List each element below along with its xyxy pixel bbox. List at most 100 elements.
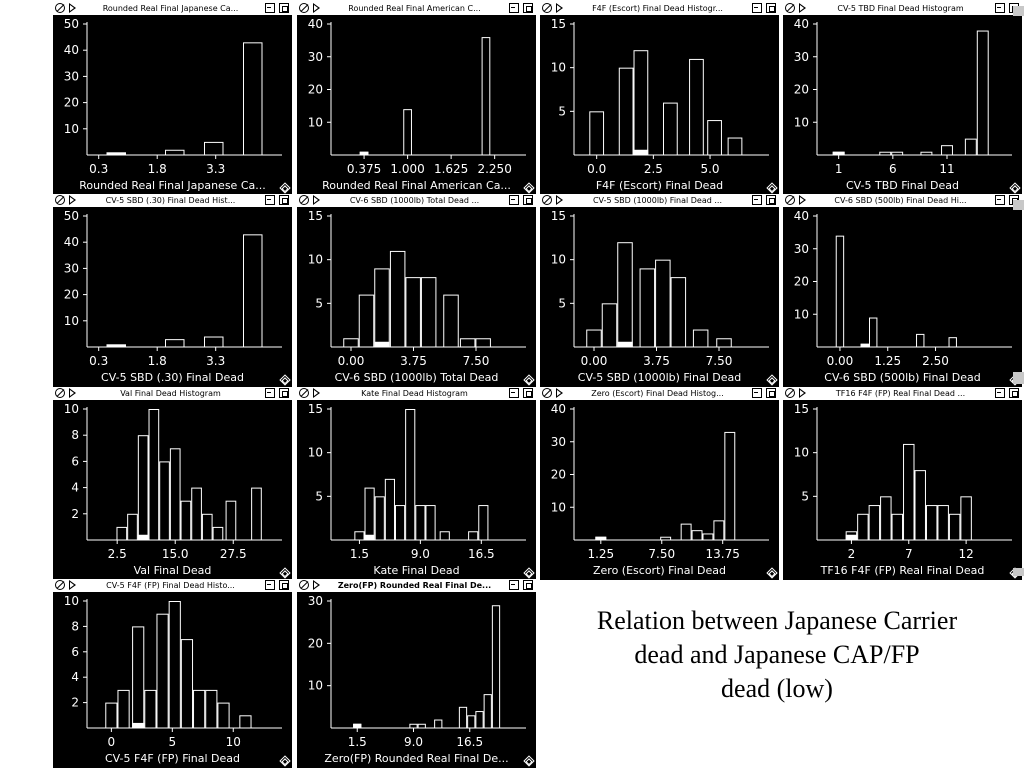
title-bar[interactable]: Kate Final Dead Histogram	[297, 387, 536, 401]
highlight-bar	[137, 534, 149, 540]
histogram-bar	[891, 513, 904, 541]
zoom-icon[interactable]	[1009, 388, 1019, 398]
title-bar[interactable]: CV-5 SBD (.30) Final Dead Hist...	[53, 194, 292, 208]
page-icon[interactable]	[752, 388, 762, 398]
play-icon[interactable]	[556, 3, 563, 13]
play-icon[interactable]	[799, 388, 806, 398]
title-bar[interactable]: CV-5 TBD Final Dead Histogram	[783, 2, 1022, 16]
play-icon[interactable]	[799, 195, 806, 205]
histogram-window[interactable]: Zero (Escort) Final Dead Histog... 10 20 30…	[540, 387, 779, 580]
play-icon[interactable]	[313, 3, 320, 13]
page-icon[interactable]	[509, 195, 519, 205]
close-icon[interactable]	[785, 195, 795, 205]
page-icon[interactable]	[265, 195, 275, 205]
page-icon[interactable]	[509, 3, 519, 13]
zoom-icon[interactable]	[279, 195, 289, 205]
page-icon[interactable]	[509, 388, 519, 398]
page-icon[interactable]	[995, 195, 1005, 205]
histogram-window[interactable]: CV-6 SBD (1000lb) Total Dead ... 5 10 15 0.0…	[297, 194, 536, 387]
page-icon[interactable]	[752, 3, 762, 13]
histogram-window[interactable]: Rounded Real Final American C... 10 20 30 40…	[297, 2, 536, 195]
histogram-window[interactable]: TF16 F4F (FP) Real Final Dead ... 5 10 15 2 7…	[783, 387, 1022, 580]
title-bar[interactable]: CV-5 F4F (FP) Final Dead Histo...	[53, 579, 292, 593]
play-icon[interactable]	[69, 195, 76, 205]
zoom-icon[interactable]	[523, 388, 533, 398]
close-icon[interactable]	[55, 580, 65, 590]
close-icon[interactable]	[299, 195, 309, 205]
histogram-window[interactable]: CV-5 SBD (1000lb) Final Dead ... 5 10 15 0.0…	[540, 194, 779, 387]
page-icon[interactable]	[995, 388, 1005, 398]
zoom-icon[interactable]	[279, 388, 289, 398]
page-icon[interactable]	[265, 3, 275, 13]
histogram-bar	[405, 277, 421, 348]
close-icon[interactable]	[299, 388, 309, 398]
histogram-window[interactable]: Val Final Dead Histogram 2 4 6 8 10 2.5 15.0 27.…	[53, 387, 292, 580]
title-bar[interactable]: CV-6 SBD (500lb) Final Dead Hi...	[783, 194, 1022, 208]
scrollbar[interactable]	[1013, 200, 1024, 210]
histogram-window[interactable]: CV-6 SBD (500lb) Final Dead Hi... 10 20 30 4…	[783, 194, 1022, 387]
play-icon[interactable]	[69, 580, 76, 590]
histogram-bar	[116, 526, 128, 541]
x-tick-label: 0.375	[347, 162, 381, 176]
scrollbar[interactable]	[1013, 568, 1024, 576]
play-icon[interactable]	[556, 195, 563, 205]
play-icon[interactable]	[313, 195, 320, 205]
page-icon[interactable]	[509, 580, 519, 590]
title-bar[interactable]: Rounded Real Final Japanese Ca...	[53, 2, 292, 16]
histogram-window[interactable]: CV-5 SBD (.30) Final Dead Hist... 10 20 30 4…	[53, 194, 292, 387]
histogram-window[interactable]: CV-5 TBD Final Dead Histogram 10 20 30 40 1 6 1…	[783, 2, 1022, 195]
zoom-icon[interactable]	[766, 3, 776, 13]
histogram-bar	[655, 259, 671, 348]
title-bar[interactable]: Zero(FP) Rounded Real Final De...	[297, 579, 536, 593]
page-icon[interactable]	[265, 580, 275, 590]
close-icon[interactable]	[785, 3, 795, 13]
play-icon[interactable]	[313, 580, 320, 590]
close-icon[interactable]	[785, 388, 795, 398]
page-icon[interactable]	[995, 3, 1005, 13]
title-bar[interactable]: Val Final Dead Histogram	[53, 387, 292, 401]
close-icon[interactable]	[542, 195, 552, 205]
close-icon[interactable]	[542, 3, 552, 13]
close-icon[interactable]	[299, 3, 309, 13]
close-icon[interactable]	[55, 195, 65, 205]
x-tick-label: 1.5	[348, 735, 367, 749]
title-bar[interactable]: CV-6 SBD (1000lb) Total Dead ...	[297, 194, 536, 208]
title-bar[interactable]: CV-5 SBD (1000lb) Final Dead ...	[540, 194, 779, 208]
y-tick-label: 10	[308, 679, 323, 693]
zoom-icon[interactable]	[523, 195, 533, 205]
title-bar[interactable]: F4F (Escort) Final Dead Histogr...	[540, 2, 779, 16]
zoom-icon[interactable]	[766, 388, 776, 398]
x-tick-label: 16.5	[456, 735, 483, 749]
histogram-window[interactable]: F4F (Escort) Final Dead Histogr... 5 10 15 0…	[540, 2, 779, 195]
zoom-icon[interactable]	[523, 580, 533, 590]
title-bar[interactable]: TF16 F4F (FP) Real Final Dead ...	[783, 387, 1022, 401]
close-icon[interactable]	[299, 580, 309, 590]
close-icon[interactable]	[55, 388, 65, 398]
scrollbar[interactable]	[1013, 372, 1024, 384]
zoom-icon[interactable]	[766, 195, 776, 205]
play-icon[interactable]	[69, 388, 76, 398]
histogram-window[interactable]: Zero(FP) Rounded Real Final De... 10 20 30 1…	[297, 579, 536, 768]
scrollbar[interactable]	[1013, 6, 1024, 16]
histogram-window[interactable]: CV-5 F4F (FP) Final Dead Histo... 2 4 6 8 10 0…	[53, 579, 292, 768]
y-tick-label: 10	[308, 253, 323, 267]
zoom-icon[interactable]	[523, 3, 533, 13]
zoom-icon[interactable]	[279, 3, 289, 13]
page-icon[interactable]	[265, 388, 275, 398]
zoom-icon[interactable]	[279, 580, 289, 590]
page-icon[interactable]	[752, 195, 762, 205]
play-icon[interactable]	[313, 388, 320, 398]
close-icon[interactable]	[55, 3, 65, 13]
play-icon[interactable]	[556, 388, 563, 398]
play-icon[interactable]	[799, 3, 806, 13]
histogram-bar	[243, 42, 263, 156]
close-icon[interactable]	[542, 388, 552, 398]
title-bar[interactable]: Rounded Real Final American C...	[297, 2, 536, 16]
y-tick-label: 40	[551, 402, 566, 416]
title-bar[interactable]: Zero (Escort) Final Dead Histog...	[540, 387, 779, 401]
histogram-window[interactable]: Rounded Real Final Japanese Ca... 10 20 30 4…	[53, 2, 292, 195]
play-icon[interactable]	[69, 3, 76, 13]
histogram-bar	[948, 337, 957, 348]
histogram-chart: 10 20 30 40 1 6 11	[794, 17, 1012, 176]
histogram-window[interactable]: Kate Final Dead Histogram 5 10 15 1.5 9.0 16.5…	[297, 387, 536, 580]
